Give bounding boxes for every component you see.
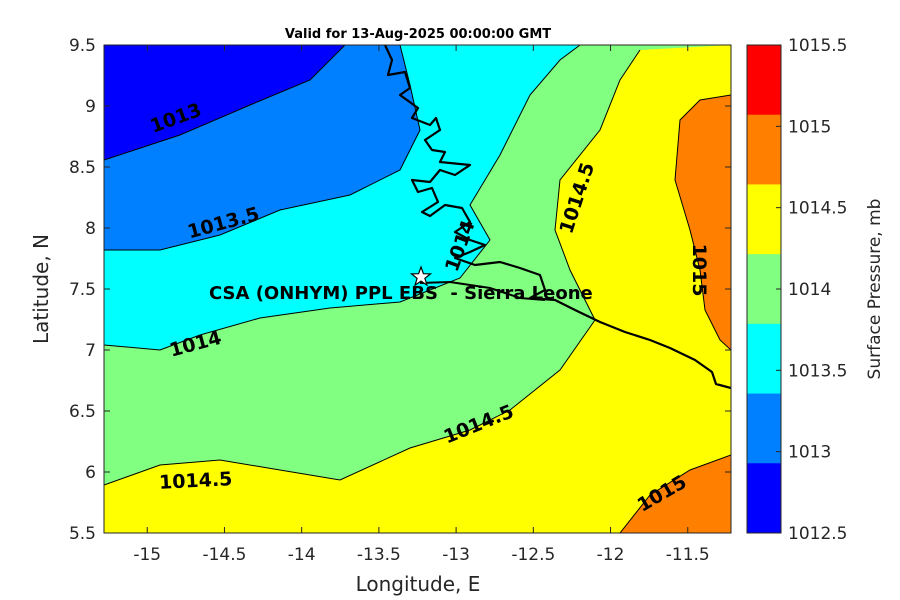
colorbar-tick-label: 1014: [788, 280, 831, 300]
colorbar: 1012.5 1013 1013.5 1014 1014.5 1015 1015.5: [746, 36, 847, 544]
y-tick-label: 6.5: [69, 402, 96, 422]
colorbar-tick-label: 1014.5: [788, 199, 847, 219]
band-1014-1014.5-green: [104, 45, 731, 485]
x-tick-label: -12: [597, 545, 625, 565]
coastline-inlet: [419, 280, 546, 301]
colorbar-band: [747, 184, 781, 255]
colorbar-band: [747, 114, 781, 185]
y-tick-label: 8: [85, 219, 96, 239]
y-axis-label: Latitude, N: [29, 234, 53, 344]
colorbar-label: Surface Pressure, mb: [865, 199, 885, 380]
x-tick-label: -11.5: [666, 545, 710, 565]
colorbar-tick-label: 1015.5: [788, 36, 847, 56]
site-marker: CSA (ONHYM) PPL EBS - Sierra Leone: [209, 265, 593, 304]
colorbar-band: [747, 463, 781, 534]
x-axis-ticks: -15 -14.5 -14 -13.5 -13 -12.5 -12 -11.5: [133, 45, 710, 565]
band-1013.5-1014-cyan: [104, 45, 580, 350]
band-1015-bottomright-orange: [620, 455, 731, 533]
contour-label: 1014.5: [158, 468, 232, 494]
band-1013-1013.5-blue: [104, 45, 420, 250]
x-tick-label: -15: [133, 545, 161, 565]
y-tick-label: 7.5: [69, 280, 96, 300]
x-tick-label: -14.5: [202, 545, 246, 565]
colorbar-band: [747, 45, 781, 116]
y-axis-ticks: 5.5 6 6.5 7 7.5 8 8.5 9 9.5: [69, 36, 731, 544]
colorbar-tick-label: 1013.5: [788, 361, 847, 381]
x-tick-label: -13.5: [357, 545, 401, 565]
x-axis-label: Longitude, E: [356, 572, 481, 596]
star-icon: [409, 265, 433, 287]
colorbar-band: [747, 323, 781, 395]
contour-lines: [104, 45, 731, 533]
y-tick-label: 5.5: [69, 524, 96, 544]
band-1012.5-1013-darkblue: [104, 45, 345, 160]
x-tick-label: -14: [288, 545, 316, 565]
y-tick-label: 7: [85, 341, 96, 361]
y-tick-label: 6: [85, 463, 96, 483]
x-tick-label: -12.5: [511, 545, 555, 565]
contour-plot: [104, 45, 731, 533]
site-label: CSA (ONHYM) PPL EBS - Sierra Leone: [209, 283, 593, 304]
x-tick-label: -13: [442, 545, 470, 565]
map-title: Valid for 13-Aug-2025 00:00:00 GMT: [285, 27, 551, 42]
contour-label: 1015: [688, 244, 710, 297]
colorbar-band: [747, 393, 781, 464]
y-tick-label: 9.5: [69, 36, 96, 56]
y-tick-label: 9: [85, 97, 96, 117]
y-tick-label: 8.5: [69, 158, 96, 178]
colorbar-tick-label: 1012.5: [788, 524, 847, 544]
colorbar-tick-label: 1013: [788, 443, 831, 463]
colorbar-band: [747, 254, 781, 325]
colorbar-tick-label: 1015: [788, 117, 831, 137]
band-1015-right-orange: [675, 95, 731, 350]
coastline: [384, 45, 731, 390]
